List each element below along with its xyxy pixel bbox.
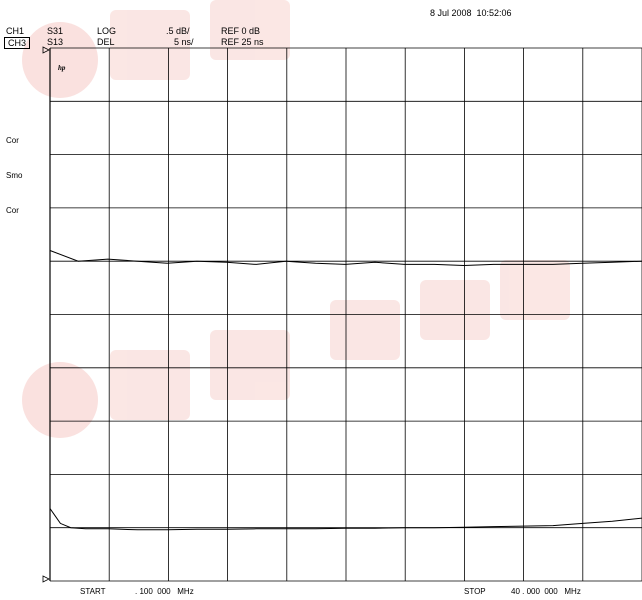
hp-logo: hp: [58, 64, 66, 72]
side-label-cor-2: Cor: [6, 206, 19, 215]
reference-marker-1: [42, 46, 50, 54]
side-label-cor-1: Cor: [6, 136, 19, 145]
trace-s13: [49, 508, 642, 531]
channel-3-ref: REF 25 ns: [221, 37, 264, 47]
reference-marker-2: [42, 575, 50, 583]
start-value: . 100 000 MHz: [135, 587, 194, 596]
stop-label: STOP: [464, 587, 486, 596]
channel-1-param: S31: [47, 26, 64, 36]
start-label: START: [80, 587, 106, 596]
channel-3-scale: 5 ns/: [174, 37, 194, 47]
series-traces: [49, 250, 642, 531]
trace-s31: [49, 250, 642, 267]
channel-3-param: S13: [47, 37, 64, 47]
channel-1-format: LOG: [97, 26, 117, 36]
timestamp: 8 Jul 2008 10:52:06: [430, 8, 512, 18]
channel-3-format: DEL: [97, 37, 115, 47]
channel-1-scale: .5 dB/: [166, 26, 190, 36]
side-label-smo: Smo: [6, 171, 23, 180]
channel-1-id: CH1: [6, 26, 25, 36]
grid: [42, 46, 642, 583]
channel-3-id: CH3: [4, 37, 31, 49]
stop-value: 40 . 000 000 MHz: [511, 587, 581, 596]
channel-1-ref: REF 0 dB: [221, 26, 261, 36]
